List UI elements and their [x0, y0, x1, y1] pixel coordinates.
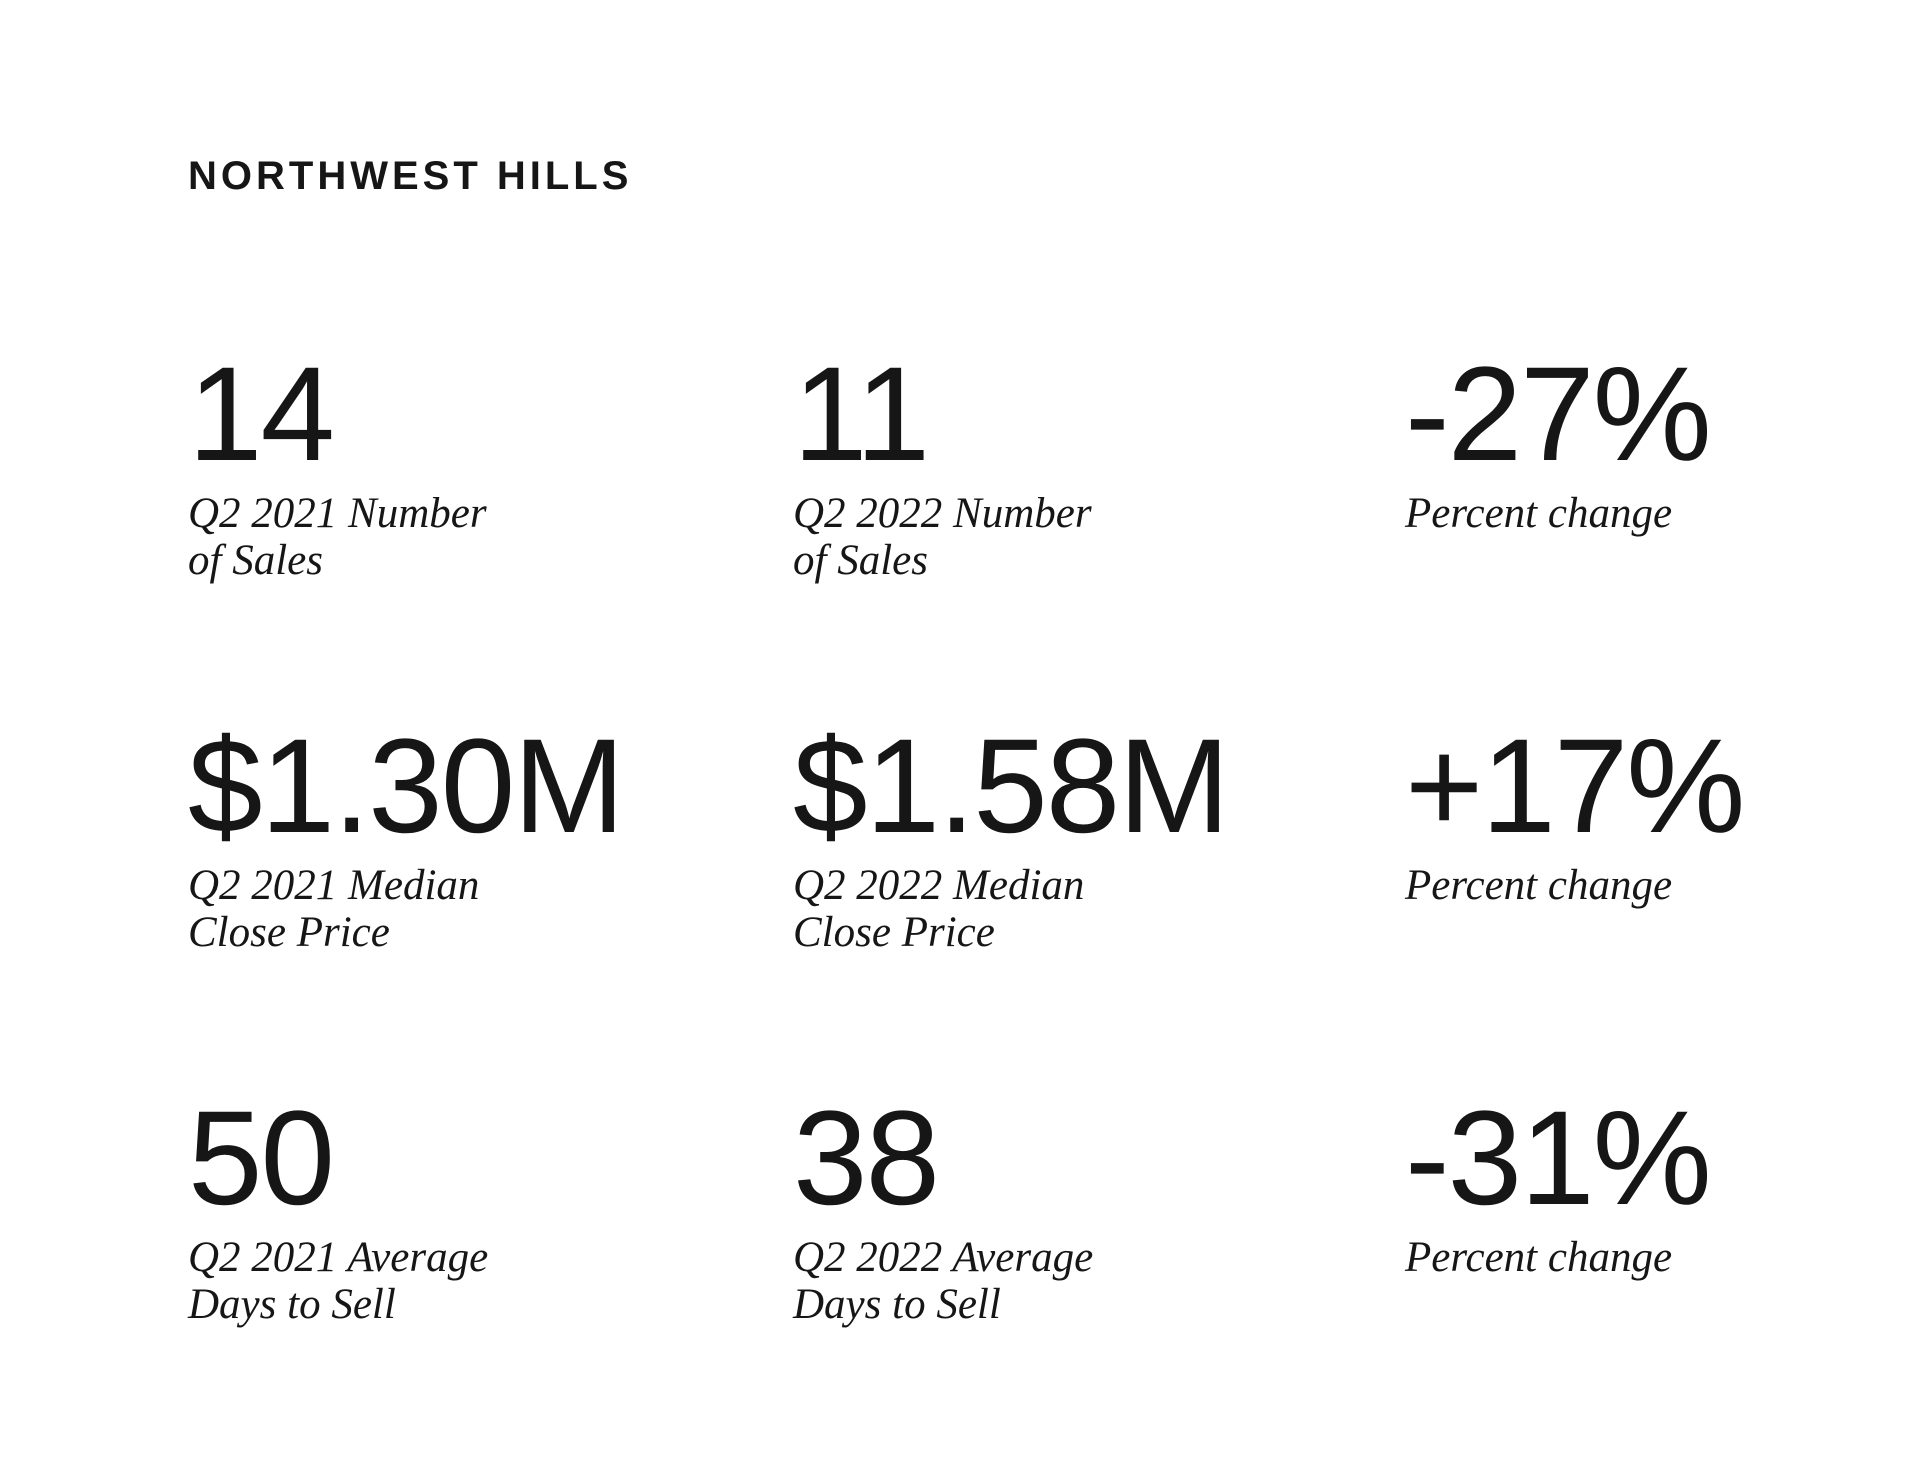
stat-label-line: Q2 2022 Median	[793, 862, 1085, 909]
stat-label-line: Q2 2022 Average	[793, 1234, 1094, 1281]
stat-q2-2021-median-close-price: $1.30M Q2 2021 Median Close Price	[188, 720, 793, 1092]
stat-label-line: Q2 2021 Average	[188, 1234, 489, 1281]
stat-days-percent-change: -31% Percent change	[1405, 1092, 1800, 1464]
stat-label: Percent change	[1405, 862, 1800, 909]
stat-label-line: Days to Sell	[793, 1281, 1001, 1329]
stat-q2-2021-number-of-sales: 14 Q2 2021 Number of Sales	[188, 348, 793, 720]
stat-price-percent-change: +17% Percent change	[1405, 720, 1800, 1092]
stat-label-line: of Sales	[793, 537, 928, 585]
stat-value: $1.58M	[793, 712, 1230, 861]
stat-value: 14	[188, 340, 335, 489]
stat-label-line: Q2 2021 Number	[188, 490, 487, 537]
stat-value: -31%	[1405, 1084, 1712, 1233]
stat-value: 50	[188, 1084, 335, 1233]
stat-label: Percent change	[1405, 490, 1800, 537]
stat-label-line: Q2 2021 Median	[188, 862, 480, 909]
stat-label-line: Days to Sell	[188, 1281, 396, 1329]
page-title: NORTHWEST HILLS	[188, 154, 633, 198]
stats-grid: 14 Q2 2021 Number of Sales 11 Q2 2022 Nu…	[188, 348, 1800, 1464]
stat-value: +17%	[1405, 712, 1745, 861]
stat-label-line: Q2 2022 Number	[793, 490, 1092, 537]
stat-sales-percent-change: -27% Percent change	[1405, 348, 1800, 720]
stat-label: Q2 2021 Average Days to Sell	[188, 1234, 793, 1329]
stat-label-line: Percent change	[1405, 1234, 1673, 1281]
stat-label-line: Close Price	[793, 909, 995, 957]
stat-label-line: Close Price	[188, 909, 390, 957]
stat-label-line: Percent change	[1405, 862, 1673, 909]
stat-value: $1.30M	[188, 712, 625, 861]
stat-q2-2022-number-of-sales: 11 Q2 2022 Number of Sales	[793, 348, 1405, 720]
stat-label: Percent change	[1405, 1234, 1800, 1281]
stat-q2-2022-average-days-to-sell: 38 Q2 2022 Average Days to Sell	[793, 1092, 1405, 1464]
stat-label: Q2 2021 Median Close Price	[188, 862, 793, 957]
stat-q2-2022-median-close-price: $1.58M Q2 2022 Median Close Price	[793, 720, 1405, 1092]
stat-value: 38	[793, 1084, 940, 1233]
stat-label-line: Percent change	[1405, 490, 1673, 537]
stat-value: 11	[793, 340, 930, 489]
stat-value: -27%	[1405, 340, 1712, 489]
stat-label: Q2 2022 Average Days to Sell	[793, 1234, 1405, 1329]
stat-q2-2021-average-days-to-sell: 50 Q2 2021 Average Days to Sell	[188, 1092, 793, 1464]
stat-label: Q2 2022 Median Close Price	[793, 862, 1405, 957]
stat-label: Q2 2021 Number of Sales	[188, 490, 793, 585]
stat-label-line: of Sales	[188, 537, 323, 585]
stat-label: Q2 2022 Number of Sales	[793, 490, 1405, 585]
